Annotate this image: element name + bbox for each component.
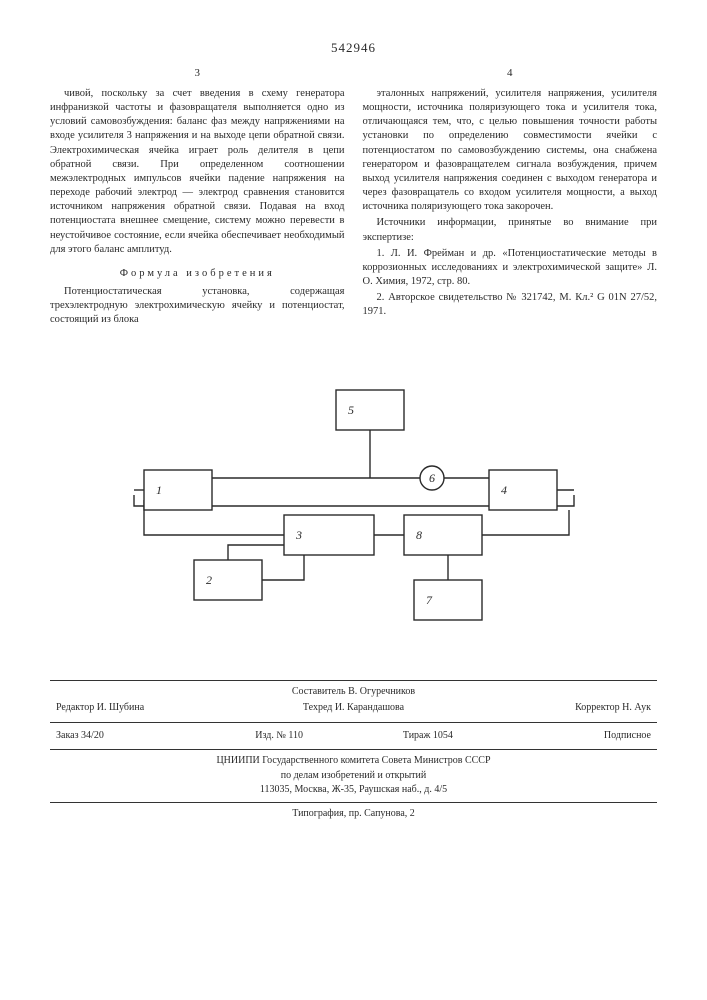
node-5 xyxy=(336,390,404,430)
node-1 xyxy=(144,470,212,510)
node-label-2: 2 xyxy=(206,573,212,587)
footer-addr: 113035, Москва, Ж-35, Раушская наб., д. … xyxy=(50,783,657,798)
footer-org2: по делам изобретений и открытий xyxy=(50,769,657,784)
footer-order: Заказ 34/20 xyxy=(56,729,205,744)
footer-corrector: Корректор Н. Аук xyxy=(453,701,651,716)
node-2 xyxy=(194,560,262,600)
patent-number: 542946 xyxy=(50,40,657,56)
source-1: 1. Л. И. Фрейман и др. «Потенциостатичес… xyxy=(363,247,658,290)
edge-3-2 xyxy=(262,555,304,580)
node-label-1: 1 xyxy=(156,483,162,497)
footer-rule-3 xyxy=(50,749,657,750)
node-label-4: 4 xyxy=(501,483,507,497)
footer-izd: Изд. № 110 xyxy=(205,729,354,744)
footer-org1: ЦНИИПИ Государственного комитета Совета … xyxy=(50,754,657,769)
footer-block: Составитель В. Огуречников Редактор И. Ш… xyxy=(50,680,657,822)
footer-compiler: Составитель В. Огуречников xyxy=(50,685,657,700)
block-diagram: 1 2 3 4 5 6 7 8 xyxy=(74,360,634,640)
left-para-2: Потенциостатическая установка, содержаща… xyxy=(50,285,345,328)
footer-sub: Подписное xyxy=(502,729,651,744)
page-number-right: 4 xyxy=(363,66,658,81)
text-columns: 3 чивой, поскольку за счет введения в сх… xyxy=(50,66,657,330)
footer-rule-2 xyxy=(50,722,657,723)
column-right: 4 эталонных напряжений, усилителя напряж… xyxy=(363,66,658,330)
page-number-left: 3 xyxy=(50,66,345,81)
node-label-7: 7 xyxy=(426,593,433,607)
footer-tirazh: Тираж 1054 xyxy=(354,729,503,744)
edge-8-4 xyxy=(482,510,569,535)
node-label-3: 3 xyxy=(295,528,302,542)
node-label-5: 5 xyxy=(348,403,354,417)
footer-techred: Техред И. Карандашова xyxy=(254,701,452,716)
footer-rule-4 xyxy=(50,802,657,803)
node-label-6: 6 xyxy=(429,471,435,485)
source-2: 2. Авторское свидетельство № 321742, М. … xyxy=(363,291,658,319)
column-left: 3 чивой, поскольку за счет введения в сх… xyxy=(50,66,345,330)
footer-typo: Типография, пр. Сапунова, 2 xyxy=(50,807,657,822)
node-label-8: 8 xyxy=(416,528,422,542)
left-para-1: чивой, поскольку за счет введения в схем… xyxy=(50,87,345,257)
sources-title: Источники информации, принятые во вниман… xyxy=(363,216,658,244)
formula-title: Формула изобретения xyxy=(50,267,345,281)
right-para-1: эталонных напряжений, усилителя напряжен… xyxy=(363,87,658,215)
node-4 xyxy=(489,470,557,510)
footer-editor: Редактор И. Шубина xyxy=(56,701,254,716)
node-7 xyxy=(414,580,482,620)
footer-rule-1 xyxy=(50,680,657,681)
